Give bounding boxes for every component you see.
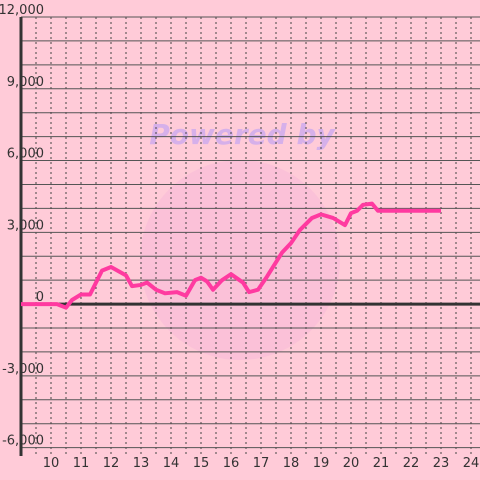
x-tick-label: 20	[343, 456, 360, 471]
x-tick-label: 14	[163, 456, 180, 471]
x-tick-label: 10	[43, 456, 60, 471]
y-tick-label: -6,000	[2, 434, 44, 449]
x-tick-label: 21	[373, 456, 390, 471]
x-tick-label: 11	[73, 456, 90, 471]
x-tick-label: 12	[103, 456, 120, 471]
y-tick-label: 6,000	[7, 147, 44, 162]
x-tick-label: 22	[403, 456, 420, 471]
x-tick-label: 19	[313, 456, 330, 471]
y-tick-label: -3,000	[2, 362, 44, 377]
y-tick-label: 12,000	[0, 3, 44, 18]
x-tick-label: 23	[433, 456, 450, 471]
x-tick-label: 17	[253, 456, 270, 471]
x-tick-label: 16	[223, 456, 240, 471]
y-tick-label: 0	[36, 290, 44, 305]
x-tick-label: 13	[133, 456, 150, 471]
x-tick-label: 15	[193, 456, 210, 471]
watermark-image	[140, 160, 340, 360]
x-tick-label: 18	[283, 456, 300, 471]
x-tick-label: 24	[463, 456, 480, 471]
watermark: Powered by	[149, 118, 336, 151]
y-tick-label: 9,000	[7, 75, 44, 90]
y-tick-label: 3,000	[7, 218, 44, 233]
series-line	[21, 201, 441, 310]
